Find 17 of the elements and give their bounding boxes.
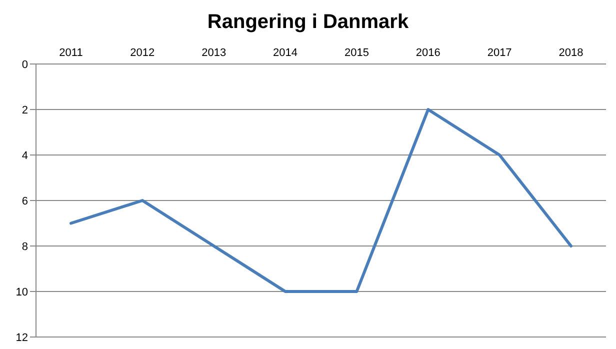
x-tick-label: 2011 [59, 47, 83, 59]
x-tick-label: 2014 [273, 47, 298, 59]
x-tick-label: 2013 [202, 47, 226, 59]
y-tick-label: 6 [22, 195, 28, 208]
y-tick-label: 10 [16, 286, 28, 298]
x-tick-label: 2016 [416, 47, 440, 59]
y-tick-label: 4 [22, 150, 28, 162]
x-tick-label: 2015 [344, 47, 369, 59]
line-series [70, 108, 572, 293]
x-tick-label: 2017 [487, 47, 512, 59]
x-tick-label: 2012 [130, 47, 155, 59]
x-tick-label: 2018 [558, 47, 584, 59]
y-tick-label: 12 [16, 332, 28, 344]
y-tick-label: 2 [22, 104, 28, 116]
y-tick-label: 8 [22, 240, 28, 253]
chart-title: Rangering i Danmark [206, 10, 410, 35]
y-tick-label: 0 [22, 58, 28, 71]
